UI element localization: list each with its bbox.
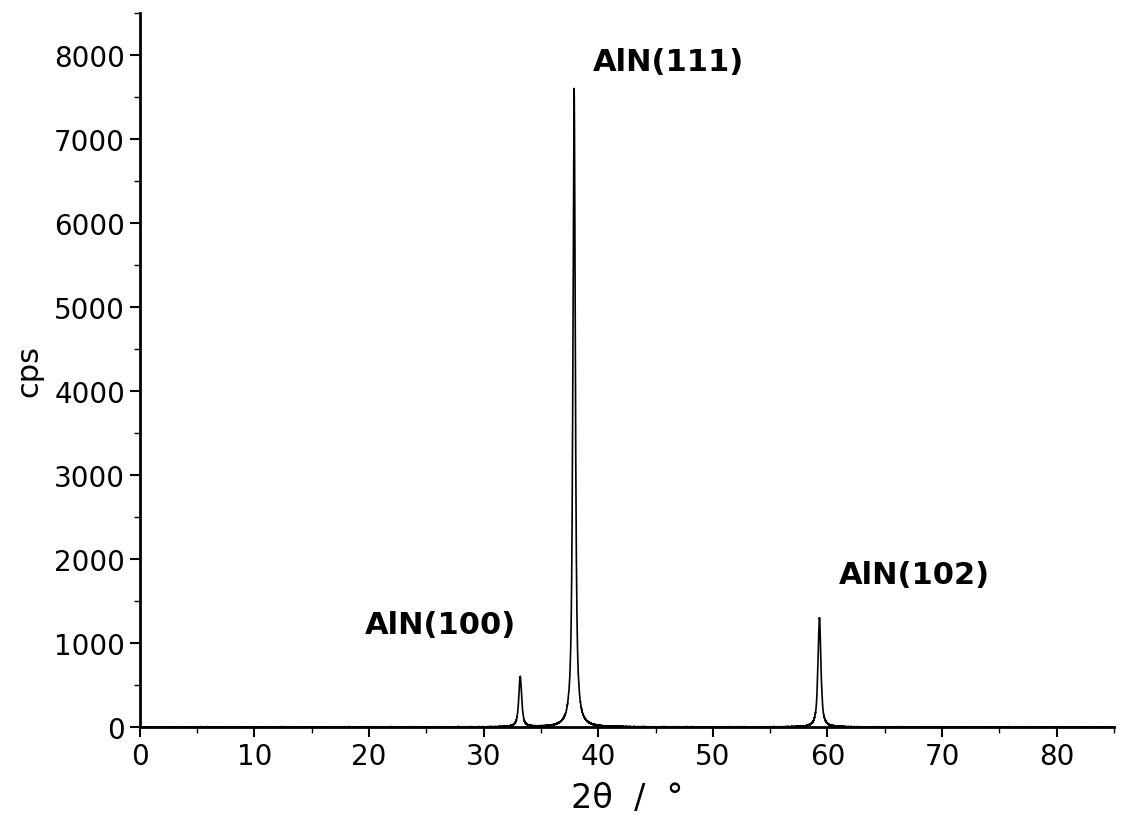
Text: AlN(111): AlN(111) — [592, 48, 743, 77]
Text: AlN(100): AlN(100) — [364, 610, 515, 639]
X-axis label: 2θ  /  °: 2θ / ° — [571, 781, 682, 814]
Y-axis label: cps: cps — [14, 344, 43, 397]
Text: AlN(102): AlN(102) — [839, 560, 990, 589]
